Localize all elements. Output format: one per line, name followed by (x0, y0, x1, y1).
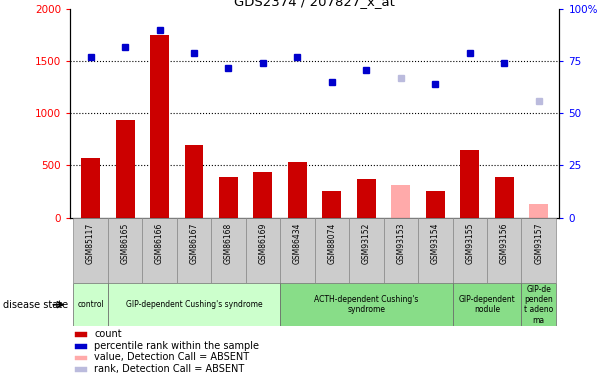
Text: GSM93157: GSM93157 (534, 223, 543, 264)
Text: GIP-dependent
nodule: GIP-dependent nodule (458, 295, 516, 314)
Bar (74, 217, 108, 283)
Text: GSM86165: GSM86165 (120, 223, 130, 264)
Text: disease state: disease state (3, 300, 68, 310)
Text: GIP-dependent Cushing's syndrome: GIP-dependent Cushing's syndrome (126, 300, 262, 309)
Bar (392, 185, 410, 218)
Text: GSM93152: GSM93152 (362, 223, 371, 264)
Bar (75, 332, 87, 337)
Bar (246, 217, 280, 283)
Bar (418, 217, 452, 283)
Title: GDS2374 / 207827_x_at: GDS2374 / 207827_x_at (234, 0, 395, 8)
Bar (75, 356, 87, 360)
Bar (116, 120, 134, 218)
Text: GSM93155: GSM93155 (465, 223, 474, 264)
Text: control: control (77, 300, 104, 309)
Bar (460, 150, 479, 217)
Bar (75, 344, 87, 349)
Bar (177, 217, 211, 283)
Text: GSM93156: GSM93156 (500, 223, 509, 264)
Text: GSM86434: GSM86434 (293, 223, 302, 264)
Bar (452, 283, 522, 326)
Bar (522, 283, 556, 326)
Text: GSM93153: GSM93153 (396, 223, 406, 264)
Bar (108, 283, 280, 326)
Bar (211, 217, 246, 283)
Text: GIP-de
penden
t adeno
ma: GIP-de penden t adeno ma (524, 285, 553, 325)
Text: GSM86169: GSM86169 (258, 223, 268, 264)
Bar (529, 204, 548, 218)
Bar (495, 177, 514, 218)
Bar (219, 177, 238, 218)
Bar (184, 145, 204, 218)
Bar (426, 192, 445, 217)
Text: GSM86166: GSM86166 (155, 223, 164, 264)
Text: GSM86168: GSM86168 (224, 223, 233, 264)
Text: ACTH-dependent Cushing's
syndrome: ACTH-dependent Cushing's syndrome (314, 295, 418, 314)
Bar (322, 191, 341, 217)
Bar (254, 172, 272, 217)
Bar (349, 217, 384, 283)
Text: percentile rank within the sample: percentile rank within the sample (94, 341, 260, 351)
Bar (74, 283, 108, 326)
Bar (452, 217, 487, 283)
Bar (288, 162, 307, 218)
Bar (142, 217, 177, 283)
Text: GSM86167: GSM86167 (190, 223, 198, 264)
Text: GSM93154: GSM93154 (431, 223, 440, 264)
Text: GSM85117: GSM85117 (86, 223, 95, 264)
Bar (150, 35, 169, 218)
Bar (280, 283, 452, 326)
Text: GSM88074: GSM88074 (327, 223, 336, 264)
Bar (384, 217, 418, 283)
Bar (81, 158, 100, 218)
Bar (280, 217, 315, 283)
Bar (315, 217, 349, 283)
Bar (357, 179, 376, 218)
Bar (522, 217, 556, 283)
Text: value, Detection Call = ABSENT: value, Detection Call = ABSENT (94, 352, 249, 363)
Bar (75, 367, 87, 372)
Text: rank, Detection Call = ABSENT: rank, Detection Call = ABSENT (94, 364, 244, 374)
Bar (487, 217, 522, 283)
Text: count: count (94, 329, 122, 339)
Bar (108, 217, 142, 283)
